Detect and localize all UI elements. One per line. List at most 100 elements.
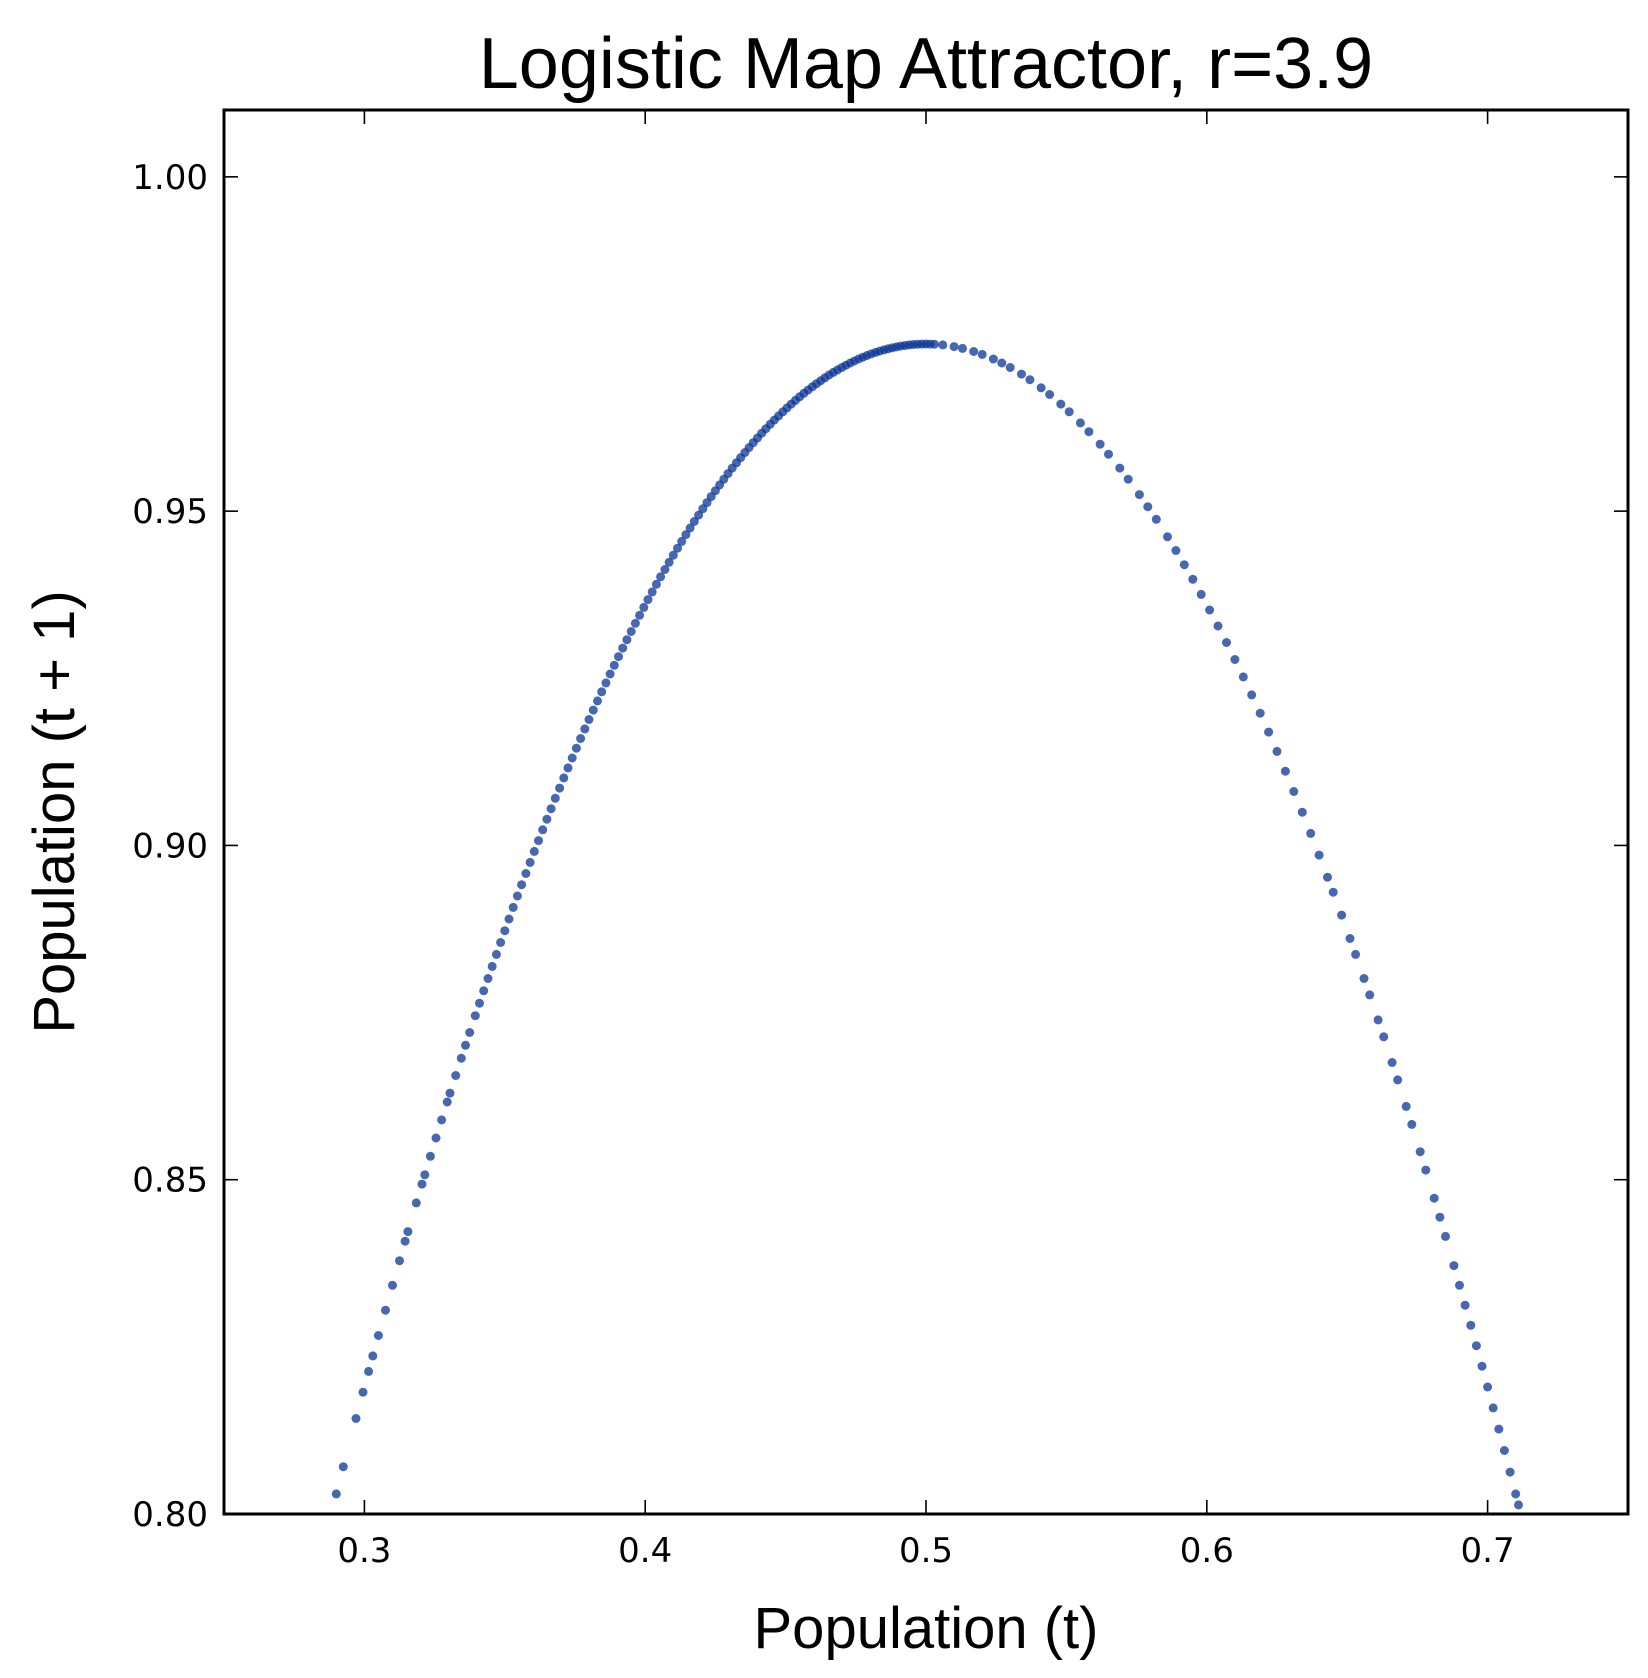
data-point: [689, 517, 699, 526]
data-point: [622, 635, 632, 645]
data-point: [1323, 872, 1332, 882]
data-point: [1238, 672, 1248, 682]
data-point: [1134, 490, 1144, 500]
data-point: [1471, 1341, 1481, 1351]
data-point: [571, 743, 581, 753]
data-point: [639, 602, 649, 612]
data-point: [1272, 746, 1282, 756]
data-point: [546, 804, 556, 814]
data-point: [668, 550, 678, 560]
data-point: [1415, 1147, 1425, 1157]
data-point: [1056, 399, 1066, 409]
data-point: [1337, 910, 1347, 920]
data-point: [358, 1387, 368, 1397]
data-point: [420, 1170, 430, 1180]
data-point: [609, 660, 619, 670]
data-point: [1514, 1500, 1523, 1510]
data-point: [635, 610, 645, 620]
data-point: [605, 669, 615, 679]
y-tick-label: 0.80: [132, 1495, 208, 1535]
data-point: [580, 724, 590, 734]
data-point: [368, 1351, 378, 1361]
y-tick-label: 1.00: [132, 158, 208, 198]
data-point: [929, 339, 939, 349]
data-point: [630, 618, 640, 628]
data-point: [1171, 546, 1181, 555]
data-point: [445, 1088, 455, 1098]
data-point: [338, 1462, 348, 1472]
x-tick-labels: 0.3 0.4 0.5 0.6 0.7: [337, 1531, 1514, 1571]
data-point: [1196, 589, 1206, 599]
data-point: [1297, 807, 1307, 817]
data-point: [1205, 605, 1215, 615]
data-point: [1143, 502, 1153, 512]
data-point: [451, 1071, 461, 1080]
data-point: [525, 857, 535, 867]
data-point: [664, 557, 674, 567]
data-point: [504, 914, 514, 924]
data-point: [673, 543, 682, 553]
plot-frame: [222, 108, 1630, 1516]
data-point: [425, 1151, 435, 1161]
data-point: [1115, 463, 1125, 473]
data-points: [331, 339, 1523, 1510]
x-tick-label: 0.7: [1461, 1531, 1515, 1571]
data-point: [351, 1414, 361, 1423]
data-point: [517, 880, 527, 890]
data-point: [1401, 1101, 1411, 1111]
data-point: [1084, 427, 1094, 437]
data-point: [373, 1331, 383, 1340]
data-point: [938, 340, 948, 350]
data-point: [442, 1097, 452, 1107]
data-point: [597, 687, 607, 697]
data-point: [400, 1236, 410, 1246]
data-point: [677, 536, 687, 546]
data-point: [588, 705, 598, 715]
data-point: [685, 523, 695, 533]
data-point: [559, 773, 569, 783]
data-point: [1188, 574, 1198, 584]
data-point: [500, 926, 510, 936]
data-point: [576, 734, 586, 743]
data-point: [496, 938, 506, 947]
data-point: [1314, 850, 1324, 860]
data-point: [1455, 1280, 1464, 1290]
data-point: [487, 961, 497, 971]
data-point: [1421, 1165, 1431, 1175]
data-point: [417, 1179, 427, 1189]
chart-title: Logistic Map Attractor, r=3.9: [479, 24, 1373, 104]
data-point: [656, 572, 666, 582]
data-point: [483, 974, 493, 983]
data-point: [651, 579, 661, 589]
data-point: [381, 1305, 390, 1315]
data-point: [1466, 1320, 1476, 1330]
data-point: [1104, 449, 1113, 459]
data-point: [1075, 418, 1085, 428]
data-point: [567, 753, 577, 763]
data-point: [584, 715, 594, 724]
data-point: [593, 696, 602, 706]
x-tick-label: 0.3: [337, 1531, 391, 1571]
data-point: [1306, 828, 1316, 838]
data-point: [1435, 1212, 1445, 1222]
data-point: [997, 358, 1007, 368]
data-point: [1151, 514, 1161, 524]
data-point: [1441, 1231, 1450, 1241]
data-point: [1345, 934, 1355, 943]
data-point: [1351, 949, 1361, 959]
data-point: [437, 1115, 447, 1125]
data-point: [643, 595, 653, 605]
y-axis-label: Population (t + 1): [22, 590, 87, 1033]
data-point: [534, 836, 543, 846]
data-point: [1255, 708, 1265, 718]
data-point: [1222, 638, 1231, 647]
data-point: [1123, 474, 1133, 484]
data-point: [529, 846, 539, 856]
data-point: [479, 986, 489, 996]
data-point: [1359, 974, 1369, 983]
data-point: [1213, 621, 1223, 631]
data-point: [1494, 1424, 1504, 1434]
data-point: [614, 652, 623, 662]
x-axis-label: Population (t): [754, 1596, 1099, 1661]
